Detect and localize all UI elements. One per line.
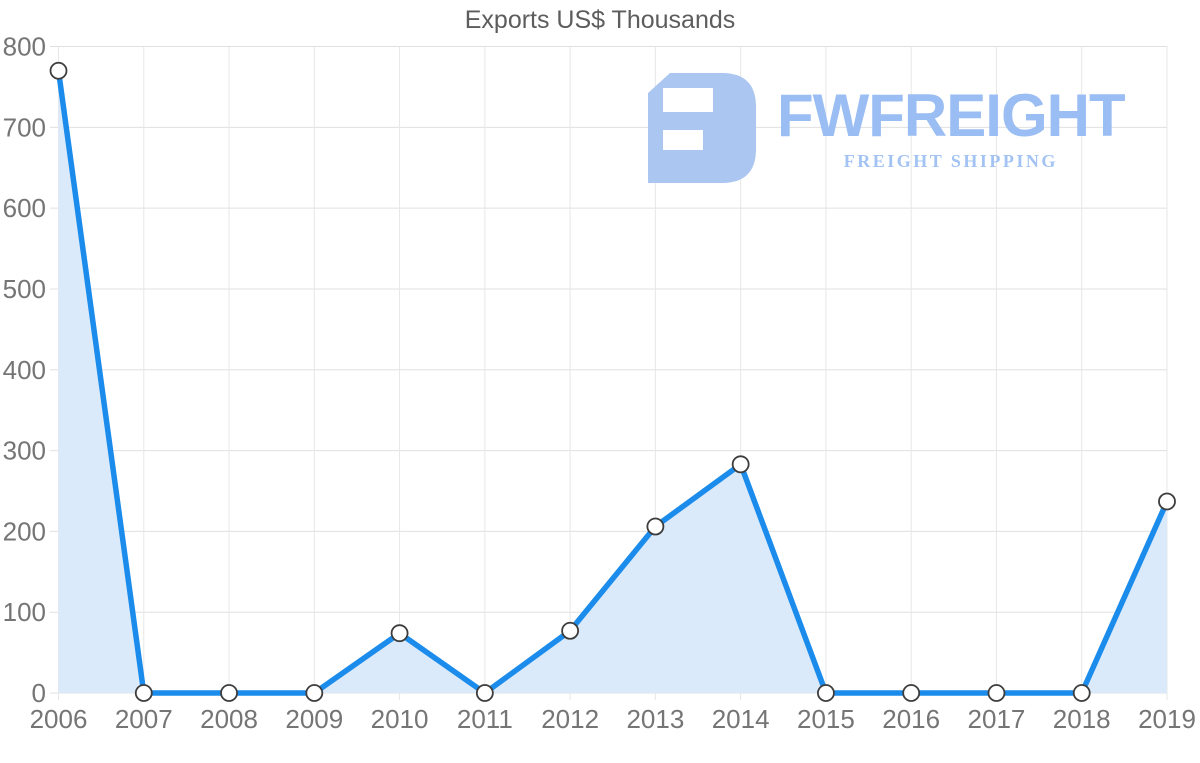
y-axis-tick-label: 400 <box>3 355 46 385</box>
chart-title: Exports US$ Thousands <box>464 6 736 34</box>
y-axis-tick-label: 700 <box>3 112 46 142</box>
x-axis-tick-label: 2014 <box>712 704 770 734</box>
x-axis-tick-label: 2010 <box>371 704 429 734</box>
x-axis-tick-label: 2006 <box>30 704 88 734</box>
data-point-marker[interactable] <box>49 61 68 80</box>
x-axis-tick-label: 2007 <box>115 704 173 734</box>
logo-tagline-text: FREIGHT SHIPPING <box>843 151 1058 171</box>
x-axis-tick-label: 2016 <box>882 704 940 734</box>
y-axis-tick-label: 600 <box>3 193 46 223</box>
data-point-marker[interactable] <box>987 684 1006 702</box>
data-point-marker[interactable] <box>305 684 324 702</box>
x-axis-tick-label: 2019 <box>1138 704 1196 734</box>
x-axis-tick-label: 2018 <box>1053 704 1111 734</box>
series-line <box>55 67 1170 696</box>
data-point-marker[interactable] <box>561 621 580 640</box>
y-axis-tick-label: 500 <box>3 274 46 304</box>
data-point-marker[interactable] <box>902 684 921 702</box>
data-point-marker[interactable] <box>390 624 409 643</box>
data-point-marker[interactable] <box>646 517 665 536</box>
x-axis-tick-label: 2012 <box>541 704 599 734</box>
x-axis-tick-label: 2009 <box>285 704 343 734</box>
fwfreight-watermark: FWFREIGHT FREIGHT SHIPPING <box>648 73 1126 183</box>
y-axis-tick-label: 0 <box>32 678 46 708</box>
logo-text-block: FWFREIGHT FREIGHT SHIPPING <box>777 73 1126 172</box>
x-axis-tick-label: 2008 <box>200 704 258 734</box>
x-axis-tick-label: 2013 <box>626 704 684 734</box>
data-point-marker[interactable] <box>134 684 153 702</box>
y-axis-tick-label: 200 <box>3 516 46 546</box>
data-point-marker[interactable] <box>1072 684 1091 702</box>
x-axis-tick-label: 2017 <box>968 704 1026 734</box>
y-axis-tick-label: 800 <box>3 32 46 62</box>
y-axis-tick-label: 300 <box>3 436 46 466</box>
data-point-marker[interactable] <box>731 455 750 474</box>
y-axis-tick-label: 100 <box>3 597 46 627</box>
fwfreight-logo-icon <box>648 73 756 183</box>
logo-brand-text: FWFREIGHT <box>777 82 1126 149</box>
x-axis-tick-label: 2015 <box>797 704 855 734</box>
x-axis-tick-label: 2011 <box>457 704 513 734</box>
data-point-marker[interactable] <box>1158 492 1176 511</box>
data-point-marker[interactable] <box>475 684 494 702</box>
data-point-marker[interactable] <box>220 684 238 702</box>
data-point-marker[interactable] <box>817 684 835 702</box>
